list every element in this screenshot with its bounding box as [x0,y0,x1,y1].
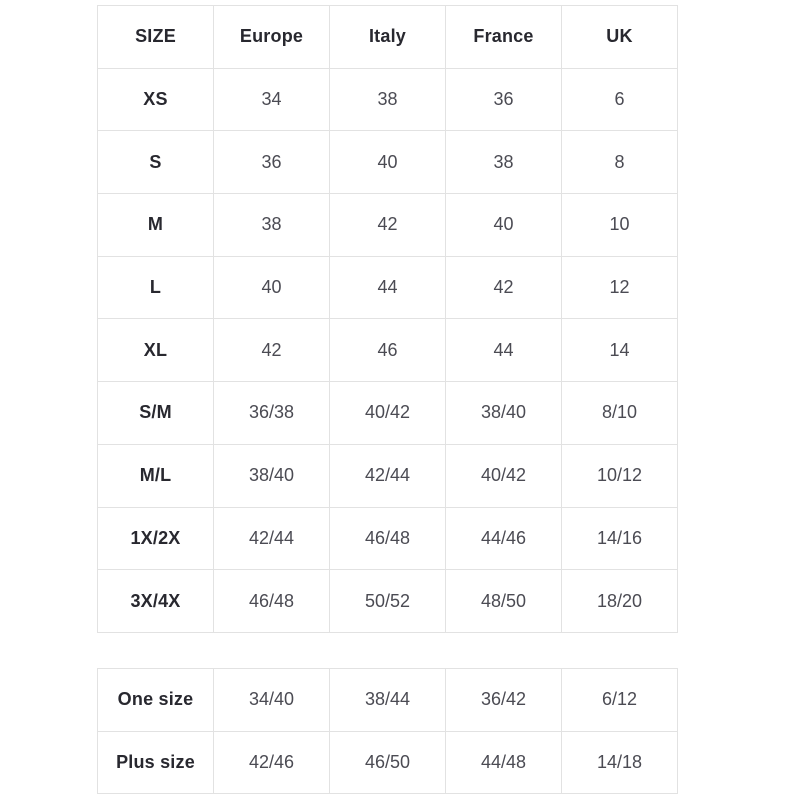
row-label: M [97,193,214,257]
size-cell: 10/12 [561,443,678,508]
row-label: S [97,130,214,195]
row-label: M/L [97,443,214,508]
table-row-m: M 38 42 40 10 [97,193,678,257]
column-header-italy: Italy [329,5,446,69]
size-cell: 40/42 [329,381,446,445]
size-cell: 46 [329,318,446,383]
row-label: One size [97,668,214,732]
size-cell: 42 [445,255,562,320]
size-cell: 34 [213,67,330,132]
table-row-xs: XS 34 38 36 6 [97,67,678,132]
size-cell: 40/42 [445,443,562,508]
size-cell: 42 [213,318,330,383]
size-cell: 36/38 [213,381,330,445]
column-header-france: France [445,5,562,69]
size-cell: 34/40 [213,668,330,732]
size-cell: 46/50 [329,730,446,794]
size-cell: 44 [329,255,446,320]
size-cell: 46/48 [213,569,330,633]
size-cell: 14/18 [561,730,678,794]
size-cell: 42/44 [329,443,446,508]
size-conversion-table: SIZE Europe Italy France UK XS 34 38 36 … [97,5,678,633]
size-cell: 50/52 [329,569,446,633]
size-cell: 14/16 [561,506,678,571]
row-label: 1X/2X [97,506,214,571]
size-cell: 18/20 [561,569,678,633]
table-row-m-l: M/L 38/40 42/44 40/42 10/12 [97,443,678,508]
size-cell: 38/40 [213,443,330,508]
size-cell: 42 [329,193,446,257]
size-cell: 38/44 [329,668,446,732]
column-header-size: SIZE [97,5,214,69]
size-cell: 42/46 [213,730,330,794]
table-row-one-size: One size 34/40 38/44 36/42 6/12 [97,668,678,732]
size-cell: 44 [445,318,562,383]
table-row-plus-size: Plus size 42/46 46/50 44/48 14/18 [97,730,678,794]
table-row-s-m: S/M 36/38 40/42 38/40 8/10 [97,381,678,445]
size-cell: 8/10 [561,381,678,445]
size-cell: 46/48 [329,506,446,571]
size-cell: 10 [561,193,678,257]
size-cell: 38/40 [445,381,562,445]
size-cell: 40 [445,193,562,257]
column-header-europe: Europe [213,5,330,69]
size-cell: 36/42 [445,668,562,732]
table-row-3x-4x: 3X/4X 46/48 50/52 48/50 18/20 [97,569,678,633]
row-label: L [97,255,214,320]
size-cell: 38 [329,67,446,132]
size-cell: 36 [213,130,330,195]
row-label: XS [97,67,214,132]
size-cell: 12 [561,255,678,320]
column-header-uk: UK [561,5,678,69]
size-cell: 44/48 [445,730,562,794]
size-cell: 48/50 [445,569,562,633]
size-cell: 6/12 [561,668,678,732]
size-cell: 44/46 [445,506,562,571]
row-label: Plus size [97,730,214,794]
row-label: XL [97,318,214,383]
size-cell: 36 [445,67,562,132]
size-cell: 8 [561,130,678,195]
table-row-xl: XL 42 46 44 14 [97,318,678,383]
special-sizes-table: One size 34/40 38/44 36/42 6/12 Plus siz… [97,668,678,794]
header-row: SIZE Europe Italy France UK [97,5,678,69]
size-cell: 38 [213,193,330,257]
size-cell: 40 [213,255,330,320]
row-label: S/M [97,381,214,445]
size-cell: 42/44 [213,506,330,571]
size-cell: 14 [561,318,678,383]
row-label: 3X/4X [97,569,214,633]
size-cell: 6 [561,67,678,132]
table-row-s: S 36 40 38 8 [97,130,678,195]
size-cell: 40 [329,130,446,195]
table-row-l: L 40 44 42 12 [97,255,678,320]
size-cell: 38 [445,130,562,195]
table-row-1x-2x: 1X/2X 42/44 46/48 44/46 14/16 [97,506,678,571]
